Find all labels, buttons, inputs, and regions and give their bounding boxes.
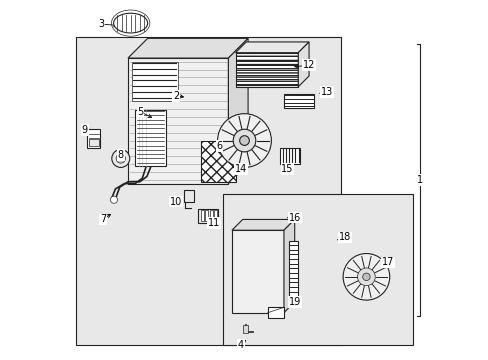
Circle shape [239,136,249,145]
Text: 1: 1 [416,175,423,185]
Circle shape [343,253,389,300]
Text: 13: 13 [320,87,332,97]
Polygon shape [231,220,294,230]
Text: 2: 2 [173,91,179,101]
Ellipse shape [343,274,389,282]
Ellipse shape [113,13,147,33]
Text: 12: 12 [302,60,315,70]
Polygon shape [128,39,247,58]
Text: 18: 18 [338,232,350,242]
Circle shape [116,154,125,163]
Bar [198,209,217,223]
Bar [86,129,100,148]
Circle shape [233,129,255,152]
Bar [267,307,284,318]
Bar [204,211,207,221]
Bar [223,194,412,345]
Bar [201,211,203,221]
Text: 15: 15 [281,164,293,174]
Text: 16: 16 [288,213,300,222]
Ellipse shape [217,137,271,147]
Polygon shape [235,42,308,53]
Polygon shape [231,230,284,313]
Bar [135,110,165,166]
Bar [280,148,300,164]
Bar [209,211,212,221]
Text: 6: 6 [216,141,222,151]
Text: 10: 10 [170,197,182,207]
Text: 9: 9 [81,125,88,135]
Polygon shape [235,53,298,87]
Text: 4: 4 [237,340,244,350]
Text: 11: 11 [207,218,220,228]
Text: 5: 5 [137,107,143,117]
Text: 7: 7 [100,215,106,224]
Bar [214,211,217,221]
Polygon shape [128,58,228,184]
Bar [243,324,247,333]
Polygon shape [228,39,247,184]
Circle shape [110,196,117,203]
Text: 17: 17 [381,257,393,267]
Circle shape [357,268,374,286]
Bar [201,140,235,182]
Bar [76,37,341,345]
Text: 3: 3 [98,19,104,29]
Circle shape [362,273,369,280]
Bar [183,190,193,202]
Text: 19: 19 [288,297,300,307]
Circle shape [217,114,271,167]
Text: 8: 8 [118,150,123,160]
Circle shape [112,149,129,167]
Bar [284,94,314,108]
Text: 14: 14 [234,164,246,174]
Polygon shape [284,220,294,313]
Bar [289,241,298,304]
Polygon shape [298,42,308,87]
Bar [88,139,99,146]
Bar [131,62,178,101]
